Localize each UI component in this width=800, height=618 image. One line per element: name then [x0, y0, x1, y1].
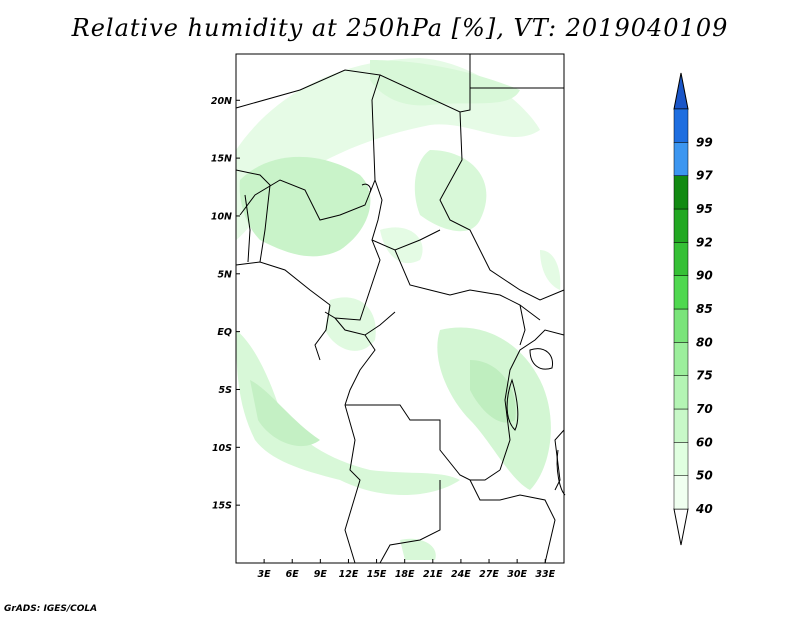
map-frame — [235, 53, 565, 564]
latitude-axis: 20N 15N 10N 5N EQ 5S 10S 15S — [211, 96, 240, 512]
colorbar-segment — [673, 108, 689, 143]
lon-tick-label: 9E — [314, 569, 328, 580]
lat-tick-label: 10S — [212, 443, 232, 454]
lat-tick-label: 10N — [211, 211, 232, 222]
lon-tick-label: 30E — [507, 569, 527, 580]
colorbar-segment — [673, 408, 689, 443]
colorbar-label: 40 — [695, 502, 713, 516]
humidity-shading — [236, 58, 561, 560]
lon-tick-label: 12E — [339, 569, 359, 580]
lat-tick-label: 15N — [211, 154, 232, 165]
lon-tick-label: 24E — [451, 569, 471, 580]
lon-tick-label: 15E — [367, 569, 387, 580]
chart-title: Relative humidity at 250hPa [%], VT: 201… — [71, 14, 729, 42]
lon-tick-label: 27E — [479, 569, 499, 580]
colorbar-segment — [673, 308, 689, 343]
lat-tick-label: 5S — [219, 385, 233, 396]
lat-tick-label: 20N — [211, 96, 232, 107]
colorbar-segment — [673, 475, 689, 510]
colorbar-low-arrow — [673, 508, 689, 546]
lat-tick-label: EQ — [217, 327, 232, 338]
colorbar-label: 90 — [696, 269, 713, 283]
colorbar-segment — [673, 375, 689, 410]
country-borders — [235, 54, 565, 564]
colorbar-segment — [673, 275, 689, 310]
colorbar-label: 60 — [696, 435, 713, 449]
colorbar-segment — [673, 342, 689, 376]
colorbar-segment — [673, 208, 689, 243]
colorbar-label: 80 — [696, 335, 713, 349]
colorbar-segment — [673, 442, 689, 476]
lon-tick-label: 3E — [258, 569, 272, 580]
lon-tick-label: 33E — [535, 569, 555, 580]
colorbar-high-arrow — [673, 72, 689, 110]
credit-label: GrADS: IGES/COLA — [4, 604, 98, 614]
lon-tick-label: 6E — [286, 569, 300, 580]
colorbar-label: 85 — [696, 302, 713, 316]
colorbar: 40 50 60 70 75 80 85 90 92 95 97 99 — [673, 72, 713, 546]
colorbar-label: 95 — [696, 202, 713, 216]
colorbar-label: 92 — [696, 235, 713, 249]
lon-tick-label: 18E — [395, 569, 415, 580]
colorbar-segment — [673, 142, 689, 176]
colorbar-label: 75 — [696, 369, 713, 383]
lat-tick-label: 15S — [212, 501, 232, 512]
colorbar-segment — [673, 242, 689, 276]
colorbar-segment — [673, 175, 689, 210]
colorbar-label: 97 — [696, 169, 713, 183]
colorbar-label: 99 — [696, 135, 713, 149]
colorbar-label: 50 — [696, 469, 713, 483]
lon-tick-label: 21E — [423, 569, 443, 580]
colorbar-label: 70 — [696, 402, 713, 416]
lat-tick-label: 5N — [217, 269, 232, 280]
longitude-axis: 3E 6E 9E 12E 15E 18E 21E 24E 27E 30E 33E — [258, 559, 556, 580]
map-panel: 20N 15N 10N 5N EQ 5S 10S 15S 3E 6E 9E 12E 15E 18E 21E… — [211, 53, 566, 580]
